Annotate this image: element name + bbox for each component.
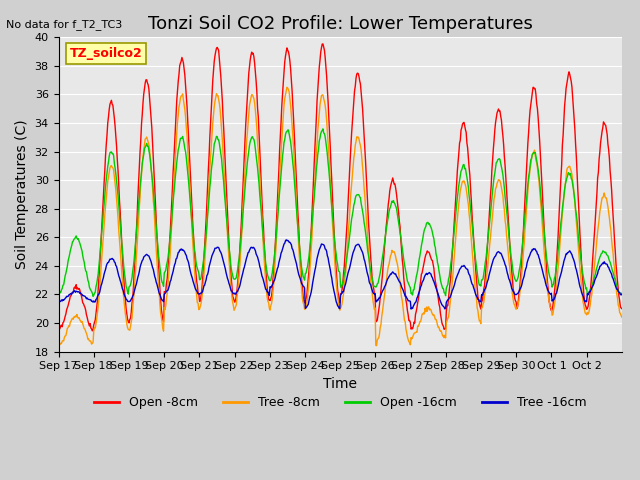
Tree -8cm xyxy=(372,343,380,348)
Open -8cm xyxy=(225,240,233,246)
Open -8cm xyxy=(319,41,327,47)
X-axis label: Time: Time xyxy=(323,377,357,391)
Tree -16cm xyxy=(121,293,129,299)
Tree -16cm xyxy=(54,299,62,304)
Open -16cm xyxy=(122,277,129,283)
Line: Tree -16cm: Tree -16cm xyxy=(58,240,622,309)
Tree -8cm xyxy=(400,312,408,317)
Open -16cm xyxy=(275,209,282,215)
Text: No data for f_T2_TC3: No data for f_T2_TC3 xyxy=(6,19,123,30)
Open -8cm xyxy=(400,275,408,281)
Tree -8cm xyxy=(431,316,439,322)
Open -8cm xyxy=(88,328,96,334)
Open -16cm xyxy=(54,293,62,299)
Tree -16cm xyxy=(282,237,290,243)
Tree -16cm xyxy=(399,287,407,293)
Legend: Open -8cm, Tree -8cm, Open -16cm, Tree -16cm: Open -8cm, Tree -8cm, Open -16cm, Tree -… xyxy=(89,391,591,414)
Tree -8cm xyxy=(121,305,129,311)
Open -8cm xyxy=(618,306,626,312)
Line: Open -8cm: Open -8cm xyxy=(58,44,622,331)
Open -16cm xyxy=(319,126,327,132)
Y-axis label: Soil Temperatures (C): Soil Temperatures (C) xyxy=(15,120,29,269)
Open -8cm xyxy=(275,182,282,188)
Line: Open -16cm: Open -16cm xyxy=(58,129,622,296)
Tree -8cm xyxy=(283,84,291,90)
Tree -8cm xyxy=(618,314,626,320)
Open -16cm xyxy=(89,293,97,299)
Tree -8cm xyxy=(252,116,260,122)
Open -16cm xyxy=(400,257,408,263)
Tree -8cm xyxy=(225,244,232,250)
Line: Tree -8cm: Tree -8cm xyxy=(58,87,622,346)
Open -8cm xyxy=(431,278,439,284)
Open -16cm xyxy=(431,244,439,250)
Open -16cm xyxy=(618,292,626,298)
Tree -8cm xyxy=(273,218,281,224)
Tree -8cm xyxy=(54,339,62,345)
Title: Tonzi Soil CO2 Profile: Lower Temperatures: Tonzi Soil CO2 Profile: Lower Temperatur… xyxy=(148,15,532,33)
Open -8cm xyxy=(122,297,129,302)
Open -16cm xyxy=(253,159,260,165)
Text: TZ_soilco2: TZ_soilco2 xyxy=(70,47,143,60)
Tree -16cm xyxy=(618,291,626,297)
Tree -16cm xyxy=(407,306,415,312)
Open -8cm xyxy=(253,89,260,95)
Tree -16cm xyxy=(225,277,232,283)
Tree -16cm xyxy=(431,283,439,288)
Tree -16cm xyxy=(273,265,281,271)
Tree -16cm xyxy=(252,251,260,257)
Open -8cm xyxy=(54,325,62,331)
Open -16cm xyxy=(225,245,233,251)
